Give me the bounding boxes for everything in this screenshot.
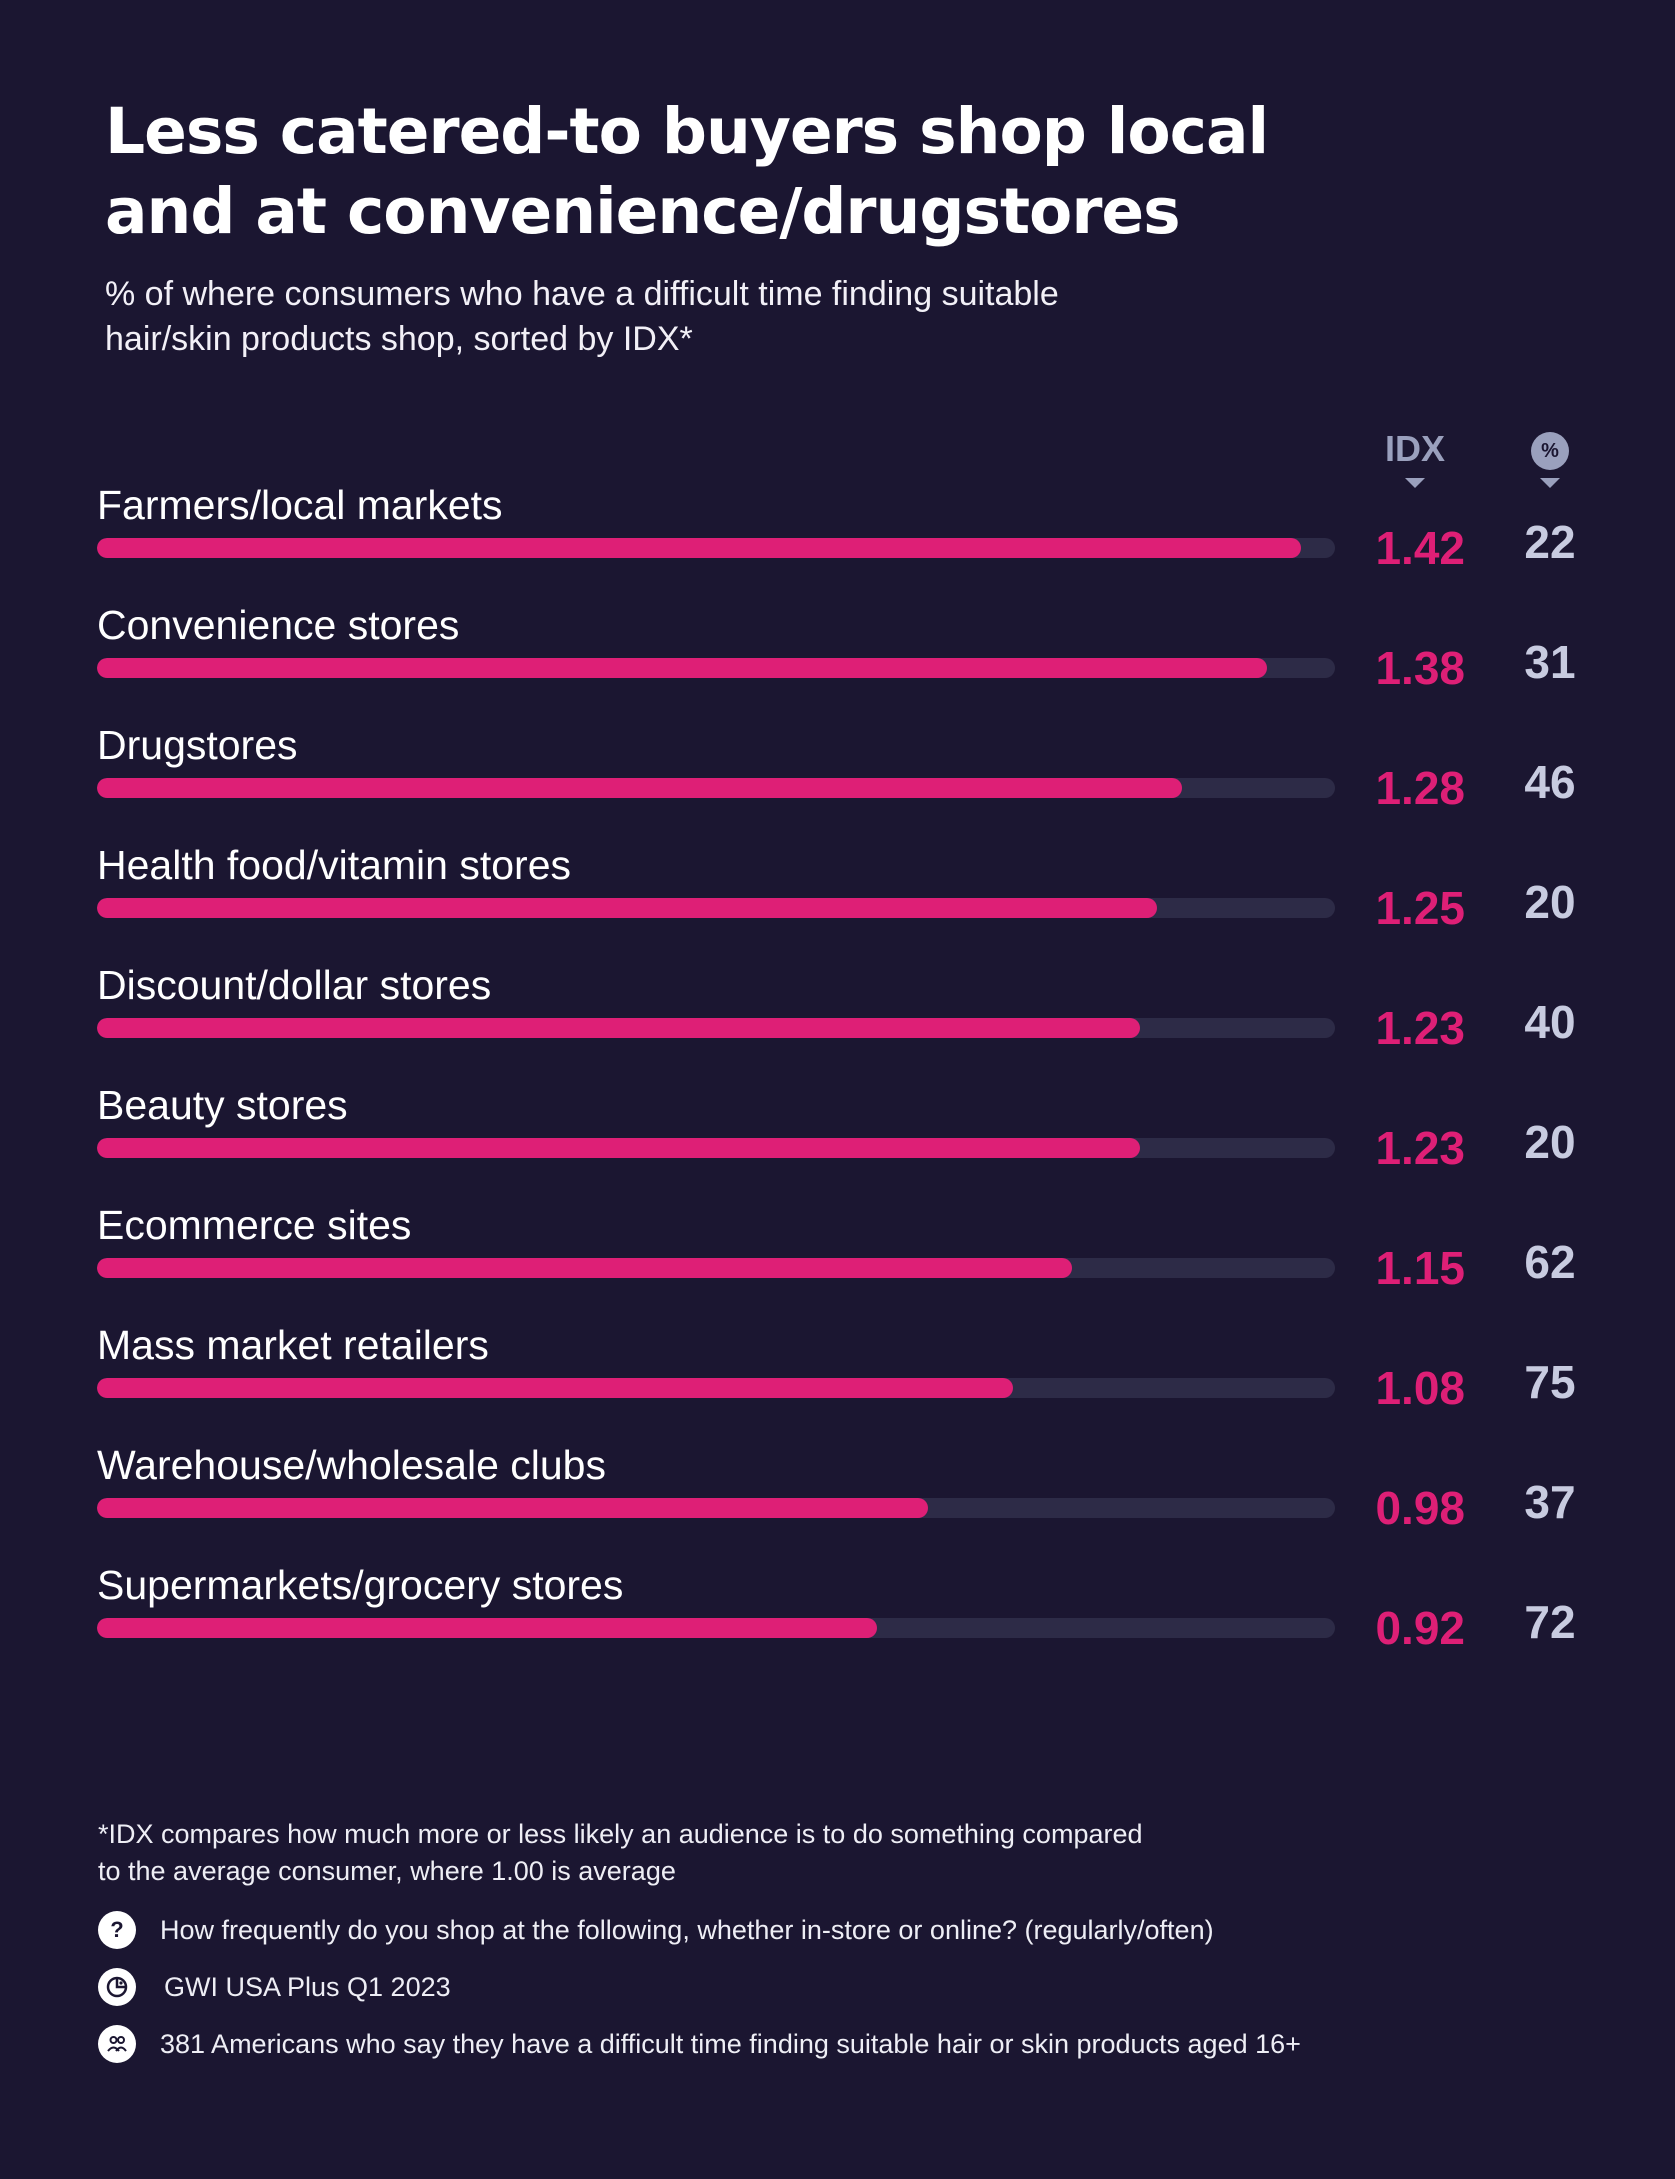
bar-track [97, 898, 1335, 918]
bar [97, 1618, 877, 1638]
title-line-1: Less catered-to buyers shop local [105, 95, 1269, 168]
chart-title: Less catered-to buyers shop local and at… [105, 92, 1405, 252]
bar-row: Mass market retailers 1.08 75 [0, 1320, 1675, 1440]
bar-row: Beauty stores 1.23 20 [0, 1080, 1675, 1200]
category-label: Farmers/local markets [97, 482, 503, 528]
bar-track [97, 1018, 1335, 1038]
bar-row: Health food/vitamin stores 1.25 20 [0, 840, 1675, 960]
subtitle-line-2: hair/skin products shop, sorted by IDX* [105, 320, 693, 358]
bar-track [97, 658, 1335, 678]
bar [97, 1498, 928, 1518]
bar-track [97, 1138, 1335, 1158]
percent-value-label: 22 [1524, 516, 1576, 568]
bar-row: Farmers/local markets 1.42 22 [0, 480, 1675, 600]
idx-value-label: 1.23 [1375, 1122, 1465, 1174]
percent-badge-icon: % [1531, 432, 1569, 470]
category-label: Supermarkets/grocery stores [97, 1562, 624, 1608]
idx-value-label: 1.23 [1375, 1002, 1465, 1054]
bar-track [97, 538, 1335, 558]
source-row: GWI USA Plus Q1 2023 [98, 1967, 1598, 2007]
sample-text: 381 Americans who say they have a diffic… [160, 2029, 1301, 2059]
idx-value-label: 1.15 [1375, 1242, 1465, 1294]
bar [97, 1138, 1140, 1158]
question-text: How frequently do you shop at the follow… [160, 1915, 1214, 1945]
bar [97, 1258, 1072, 1278]
bar-row: Drugstores 1.28 46 [0, 720, 1675, 840]
category-label: Convenience stores [97, 602, 460, 648]
category-label: Health food/vitamin stores [97, 842, 572, 888]
category-label: Warehouse/wholesale clubs [97, 1442, 606, 1488]
question-row: ? How frequently do you shop at the foll… [98, 1910, 1598, 1950]
percent-value-label: 37 [1524, 1476, 1576, 1528]
idx-sort-arrow-icon [1405, 478, 1425, 488]
idx-value-label: 1.28 [1375, 762, 1465, 814]
idx-value-label: 1.08 [1375, 1362, 1465, 1414]
category-label: Mass market retailers [97, 1322, 489, 1368]
idx-column-header: IDX [1372, 428, 1458, 488]
bar [97, 778, 1182, 798]
footnote-line-1: *IDX compares how much more or less like… [98, 1819, 1143, 1849]
percent-value-label: 20 [1524, 876, 1576, 928]
bar-track [97, 1618, 1335, 1638]
bar-row: Ecommerce sites 1.15 62 [0, 1200, 1675, 1320]
source-text: GWI USA Plus Q1 2023 [164, 1972, 451, 2002]
sample-row: 381 Americans who say they have a diffic… [98, 2024, 1598, 2064]
question-icon: ? [98, 1911, 136, 1949]
percent-sort-arrow-icon [1540, 478, 1560, 488]
subtitle-line-1: % of where consumers who have a difficul… [105, 275, 1059, 313]
category-label: Discount/dollar stores [97, 962, 492, 1008]
percent-value-label: 31 [1524, 636, 1576, 688]
idx-value-label: 0.92 [1375, 1602, 1465, 1654]
percent-value-label: 62 [1524, 1236, 1576, 1288]
idx-value-label: 1.42 [1375, 522, 1465, 574]
idx-header-label: IDX [1384, 428, 1445, 469]
bar [97, 658, 1267, 678]
idx-value-label: 0.98 [1375, 1482, 1465, 1534]
bar-track [97, 1378, 1335, 1398]
bar-track [97, 1498, 1335, 1518]
bar-track [97, 778, 1335, 798]
percent-value-label: 72 [1524, 1596, 1576, 1648]
bar [97, 898, 1157, 918]
idx-value-label: 1.25 [1375, 882, 1465, 934]
title-line-2: and at convenience/drugstores [105, 175, 1181, 248]
people-icon [98, 2025, 136, 2063]
percent-value-label: 46 [1524, 756, 1576, 808]
percent-value-label: 75 [1524, 1356, 1576, 1408]
bar-track [97, 1258, 1335, 1278]
bar-row: Discount/dollar stores 1.23 40 [0, 960, 1675, 1080]
bar-row: Warehouse/wholesale clubs 0.98 37 [0, 1440, 1675, 1560]
category-label: Ecommerce sites [97, 1202, 412, 1248]
bar [97, 538, 1301, 558]
percent-column-header: % [1520, 428, 1580, 488]
idx-value-label: 1.38 [1375, 642, 1465, 694]
bar [97, 1378, 1013, 1398]
bar-row: Convenience stores 1.38 31 [0, 600, 1675, 720]
bar-row: Supermarkets/grocery stores 0.92 72 [0, 1560, 1675, 1680]
chart-subtitle: % of where consumers who have a difficul… [105, 272, 1405, 362]
percent-value-label: 40 [1524, 996, 1576, 1048]
percent-value-label: 20 [1524, 1116, 1576, 1168]
bar [97, 1018, 1140, 1038]
source-logo-icon [98, 1968, 136, 2006]
category-label: Drugstores [97, 722, 298, 768]
idx-footnote: *IDX compares how much more or less like… [98, 1816, 1398, 1890]
footnote-line-2: to the average consumer, where 1.00 is a… [98, 1856, 676, 1886]
category-label: Beauty stores [97, 1082, 348, 1128]
